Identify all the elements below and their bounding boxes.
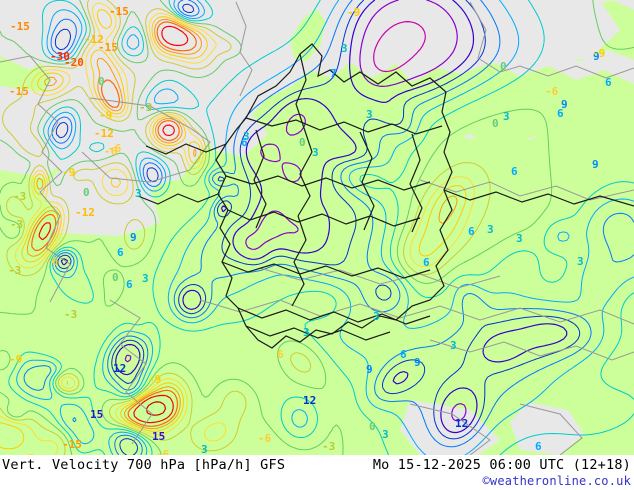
contour-lines	[0, 0, 634, 455]
contour-label: 9	[366, 363, 373, 376]
contour-labels: -15-12-30-20-15-15-9-30-15-12-6-9-6-3 0-1…	[8, 5, 612, 455]
copyright-notice[interactable]: ©weatheronline.co.uk	[482, 474, 631, 488]
contour-label: 6	[277, 348, 284, 361]
contour-label: -6	[156, 448, 170, 455]
contour-label: -12	[84, 33, 104, 46]
contour-label: 6	[400, 348, 407, 361]
contour-label: 0	[500, 60, 507, 73]
valid-datetime: Mo 15-12-2025 06:00 UTC (12+18)	[372, 457, 631, 473]
contour-label: -3	[139, 101, 152, 114]
contour-label: -9	[62, 166, 75, 179]
contour-label: 6	[511, 165, 518, 178]
contour-label: 9	[561, 98, 568, 111]
contour-label: 0	[112, 271, 119, 284]
contour-line--30	[145, 401, 166, 416]
contour-label: 9	[592, 158, 599, 171]
contour-label: 9	[414, 356, 421, 369]
contour-label: 6	[535, 440, 542, 453]
contour-label: 0	[83, 186, 90, 199]
contour-label: -3	[10, 218, 23, 231]
contour-label: -9	[148, 373, 161, 386]
contour-label: 3	[135, 187, 142, 200]
contour-canvas: -15-12-30-20-15-15-9-30-15-12-6-9-6-3 0-1…	[0, 0, 634, 455]
contour-label: -3	[322, 440, 335, 453]
contour-label: 3	[382, 428, 389, 441]
contour-label: -15	[62, 438, 82, 451]
contour-label: 0	[299, 136, 306, 149]
contour-line--9	[0, 9, 467, 450]
contour-label: -6	[104, 145, 118, 158]
contour-label: 3	[341, 42, 348, 55]
contour-label: 6	[557, 107, 564, 120]
contour-label: 3	[366, 108, 373, 121]
contour-label: -20	[64, 56, 84, 69]
contour-line--15	[31, 21, 197, 427]
contour-label: -15	[9, 85, 29, 98]
contour-label: 3	[577, 255, 584, 268]
contour-label: 0	[98, 75, 105, 88]
contour-label: 0	[369, 420, 376, 433]
contour-label: -9	[9, 353, 22, 366]
contour-label: 6	[468, 225, 475, 238]
contour-label: 15	[152, 430, 165, 443]
contour-label: -30	[50, 50, 70, 63]
contour-line--6	[0, 2, 475, 455]
contour-label: 3	[201, 443, 208, 455]
contour-label: -9	[592, 47, 605, 60]
contour-line--20	[38, 25, 189, 424]
contour-label: 6	[605, 76, 612, 89]
contour-label: -12	[75, 206, 95, 219]
contour-label: 3	[243, 130, 250, 143]
contour-label: -15	[98, 41, 118, 54]
weather-map[interactable]: -15 -12 -30 -20 -15 -15 -9 -3 0 -15 -12 -6 -9 -6 -3 0 -1…	[0, 0, 634, 455]
contour-label: -12	[94, 127, 114, 140]
contour-label: -6	[258, 432, 272, 445]
contour-label: 12	[303, 394, 316, 407]
contour-label: 3	[303, 326, 310, 339]
contour-label: 3	[487, 223, 494, 236]
contour-label: 6	[241, 136, 248, 149]
contour-line-30	[373, 21, 426, 73]
contour-label: 15	[90, 408, 103, 421]
contour-label: 12	[113, 362, 126, 375]
contour-label: 3	[373, 310, 380, 323]
contour-label: -3	[64, 308, 77, 321]
contour-line-3	[8, 0, 634, 455]
coastlines	[0, 1, 634, 455]
contour-label: -6	[545, 85, 559, 98]
contour-label: 6	[117, 246, 124, 259]
map-footer: Vert. Velocity 700 hPa [hPa/h] GFS Mo 15…	[0, 455, 634, 490]
contour-line-12	[54, 0, 581, 455]
contour-label: -6	[45, 255, 59, 268]
contour-label: -15	[10, 20, 30, 33]
country-borders	[137, 43, 634, 349]
contour-label: -9	[99, 109, 112, 122]
contour-label: -15	[109, 5, 129, 18]
contour-label: 3	[516, 232, 523, 245]
contour-label: 3	[450, 339, 457, 352]
contour-label: 12	[455, 417, 468, 430]
contour-label: 3	[503, 110, 510, 123]
contour-label: 6	[423, 256, 430, 269]
contour-line-6	[16, 0, 634, 455]
sea-inlets	[0, 0, 620, 455]
contour-label: 9	[593, 50, 600, 63]
contour-label: -3	[13, 190, 26, 203]
contour-label: 3	[142, 272, 149, 285]
contour-label: -3	[8, 264, 21, 277]
contour-label: -6	[108, 142, 122, 155]
contour-line-15	[60, 0, 568, 434]
contour-label: 7	[330, 67, 337, 80]
contour-label: 9	[130, 231, 137, 244]
contour-label: 6	[126, 278, 133, 291]
contour-line--3	[0, 0, 491, 455]
contour-label: 3	[312, 146, 319, 159]
contour-label: 0	[492, 117, 499, 130]
contour-line-0	[0, 0, 634, 455]
chart-title: Vert. Velocity 700 hPa [hPa/h] GFS	[2, 457, 286, 473]
contour-label: -9	[347, 6, 360, 19]
